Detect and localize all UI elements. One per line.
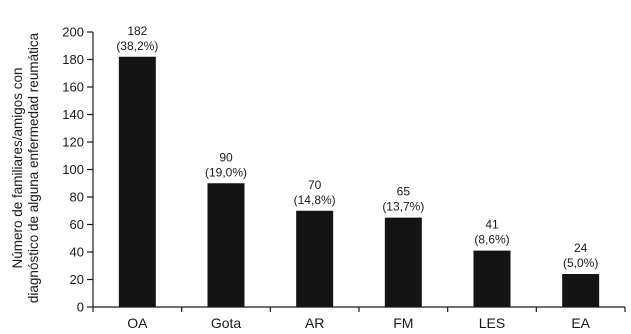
y-axis-title-line-2: diagnóstico de alguna enfermedad reumáti… [26,32,41,303]
y-tick-label: 120 [62,135,84,150]
bar-percent-label: (38,2%) [116,39,158,53]
y-tick-label: 140 [62,107,84,122]
y-tick-label: 20 [70,272,84,287]
bar [296,210,334,307]
y-tick-label: 60 [70,217,84,232]
bar-value-label: 41 [485,218,499,232]
bar-percent-label: (13,7%) [382,200,424,214]
bar [384,217,422,307]
y-axis-title: Número de familiares/amigos con diagnóst… [10,32,41,303]
bar-percent-label: (5,0%) [563,256,598,270]
y-tick-label: 80 [70,190,84,205]
bar [207,183,245,307]
bar-percent-label: (8,6%) [474,233,509,247]
x-category-label: Gota [211,315,242,331]
bar-value-label: 182 [127,24,147,38]
bar [562,274,600,307]
y-ticks: 0 20 40 60 80 100 120 140 160 180 200 [62,25,93,315]
y-tick-label: 40 [70,245,84,260]
bar-value-label: 24 [574,241,588,255]
y-tick-label: 0 [77,300,84,315]
x-category-label: AR [305,315,324,331]
y-tick-label: 100 [62,162,84,177]
bar-value-label: 70 [308,178,322,192]
x-ticks: OA Gota AR FM LES EA [92,307,626,331]
bar-value-label: 90 [219,150,233,164]
y-tick-label: 160 [62,80,84,95]
x-category-label: LES [479,315,505,331]
y-tick-label: 180 [62,52,84,67]
bar-percent-label: (14,8%) [294,193,336,207]
bar [473,250,511,307]
y-tick-label: 200 [62,25,84,40]
bars: 182(38,2%)90(19,0%)70(14,8%)65(13,7%)41(… [116,24,600,307]
bar-percent-label: (19,0%) [205,165,247,179]
x-category-label: OA [127,315,148,331]
bar-value-label: 65 [397,185,411,199]
y-axis-title-line-1: Número de familiares/amigos con [10,67,25,268]
bar [118,56,156,307]
x-category-label: EA [571,315,590,331]
x-category-label: FM [393,315,413,331]
